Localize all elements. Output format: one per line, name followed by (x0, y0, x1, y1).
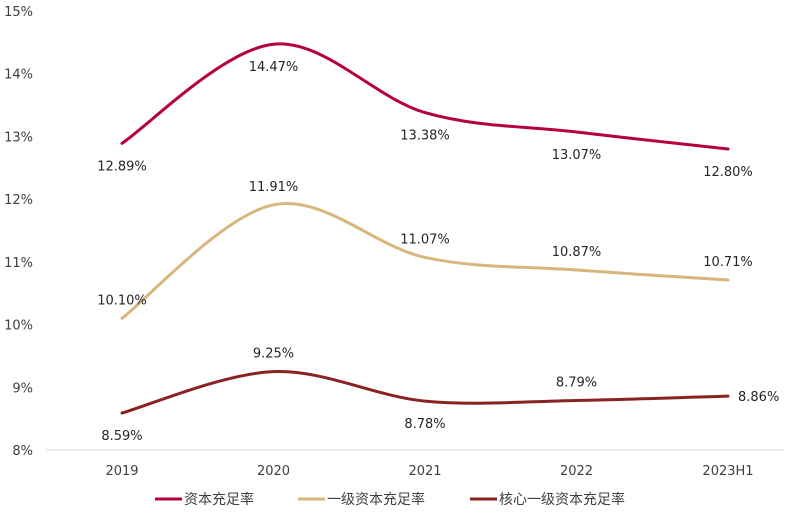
data-label: 12.80% (703, 165, 753, 180)
y-tick-label: 15% (4, 5, 33, 20)
x-axis: 2019 2020 2021 2022 2023H1 (105, 464, 753, 479)
data-label: 10.71% (703, 255, 753, 270)
data-label: 8.86% (738, 390, 779, 405)
y-tick-label: 8% (12, 444, 33, 459)
series-lines (120, 42, 730, 415)
x-tick-label: 2022 (560, 464, 593, 479)
y-tick-label: 14% (4, 68, 33, 83)
series-line (120, 42, 730, 151)
data-labels: 12.89% 14.47% 13.38% 13.07% 12.80% 10.10% 11.9… (97, 60, 779, 444)
data-label: 11.91% (249, 180, 299, 195)
x-tick-label: 2021 (408, 464, 441, 479)
x-tick-label: 2019 (105, 464, 138, 479)
x-tick-label: 2023H1 (702, 464, 753, 479)
data-label: 10.87% (552, 245, 602, 260)
series-line (120, 202, 730, 320)
data-label: 8.79% (556, 375, 597, 390)
legend: 资本充足率 一级资本充足率 核心一级资本充足率 (155, 491, 625, 508)
legend-label: 资本充足率 (184, 491, 254, 508)
data-label: 13.38% (400, 129, 450, 144)
y-tick-label: 11% (4, 256, 33, 271)
data-label: 14.47% (249, 60, 299, 75)
y-tick-label: 12% (4, 193, 33, 208)
data-label: 13.07% (552, 148, 602, 163)
data-label: 10.10% (97, 293, 147, 308)
data-label: 8.78% (404, 417, 445, 432)
data-label: 11.07% (400, 232, 450, 247)
y-tick-label: 9% (12, 381, 33, 396)
data-label: 8.59% (101, 429, 142, 444)
y-axis: 15% 14% 13% 12% 11% 10% 9% 8% (4, 5, 33, 459)
y-tick-label: 13% (4, 130, 33, 145)
series-line (120, 370, 730, 415)
data-label: 12.89% (97, 159, 147, 174)
data-label: 9.25% (253, 347, 294, 362)
legend-label: 核心一级资本充足率 (499, 491, 625, 508)
x-tick-label: 2020 (257, 464, 290, 479)
y-tick-label: 10% (4, 319, 33, 334)
legend-label: 一级资本充足率 (327, 491, 425, 508)
